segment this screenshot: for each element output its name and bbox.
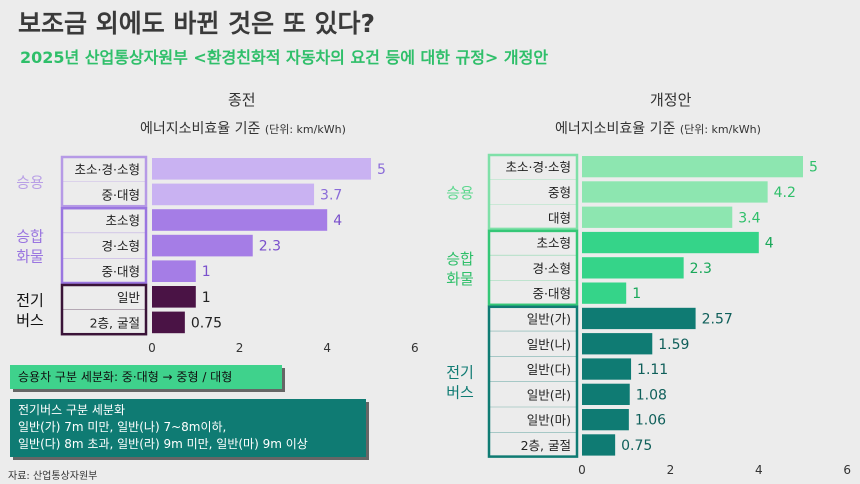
left-bar	[152, 311, 185, 334]
left-tick-label: 0	[148, 341, 156, 355]
right-category-label: 경·소형	[533, 261, 571, 276]
right-value-label: 1.06	[635, 413, 666, 429]
right-tick-label: 2	[667, 463, 675, 477]
right-bar	[582, 156, 803, 178]
right-panel-title: 개정안	[650, 91, 692, 109]
right-tick-label: 4	[755, 463, 763, 477]
bus-note-line2: 일반(다) 8m 초과, 일반(라) 9m 미만, 일반(마) 9m 이상	[18, 437, 308, 451]
right-value-label: 1	[632, 286, 641, 302]
passenger-note: 승용차 구분 세분화: 중·대형 → 중형 / 대형	[10, 365, 282, 389]
right-category-label: 일반(나)	[527, 337, 571, 352]
left-category-label: 중·대형	[102, 264, 140, 279]
left-bar	[152, 260, 196, 282]
bus-note-title: 전기버스 구분 세분화	[18, 403, 125, 417]
right-bar	[582, 434, 616, 456]
left-value-label: 1	[202, 290, 211, 306]
right-bar	[582, 307, 696, 330]
right-axis-unit: (단위: km/kWh)	[679, 123, 761, 136]
right-axis-title-text: 에너지소비효율 기준	[555, 121, 676, 137]
right-tick-label: 6	[843, 463, 851, 477]
right-group-label-1: 화물	[446, 270, 474, 288]
left-value-label: 5	[377, 162, 386, 178]
right-bar	[582, 231, 759, 254]
right-category-label: 중·대형	[533, 286, 571, 301]
page-subtitle: 2025년 산업통상자원부 <환경친화적 자동차의 요건 등에 대한 규정> 개…	[20, 48, 549, 67]
left-category-label: 일반	[117, 290, 141, 305]
left-bar	[152, 183, 315, 206]
right-category-label: 중형	[548, 185, 571, 200]
right-category-label: 일반(가)	[527, 311, 571, 326]
left-bar	[152, 158, 371, 180]
right-value-label: 2.3	[690, 261, 712, 277]
left-value-label: 2.3	[259, 239, 281, 255]
left-panel-title: 종전	[228, 91, 256, 109]
right-value-label: 2.57	[702, 311, 733, 327]
left-category-label: 초소·경·소형	[75, 162, 140, 177]
left-group-box-1	[60, 206, 148, 285]
right-category-label: 일반(다)	[527, 362, 571, 377]
left-group-label-0: 승용	[16, 174, 44, 192]
right-value-label: 3.4	[738, 210, 760, 226]
right-value-label: 1.59	[658, 337, 689, 353]
right-category-label: 2층, 굴절	[521, 438, 571, 453]
left-bar	[152, 286, 196, 308]
left-tick-label: 6	[411, 341, 419, 355]
right-tick-label: 0	[578, 463, 586, 477]
right-category-label: 초소형	[536, 236, 571, 251]
left-value-label: 1	[202, 264, 211, 280]
left-group-label-2: 전기	[16, 292, 44, 310]
left-category-label: 2층, 굴절	[90, 315, 140, 330]
right-value-label: 1.11	[637, 362, 668, 378]
bus-note-line1: 일반(가) 7m 미만, 일반(나) 7~8m이하,	[18, 420, 227, 434]
right-bar	[582, 282, 627, 304]
right-group-label-0: 승용	[446, 184, 474, 202]
left-value-label: 3.7	[320, 187, 342, 203]
left-value-label: 4	[333, 213, 342, 229]
left-category-label: 중·대형	[102, 187, 140, 202]
right-bar	[582, 409, 629, 431]
right-group-box-0	[487, 153, 579, 231]
left-tick-label: 2	[236, 341, 244, 355]
left-group-label-1: 화물	[16, 248, 44, 266]
right-category-label: 대형	[548, 210, 571, 225]
right-group-label-1: 승합	[446, 250, 474, 268]
right-group-box-1	[487, 229, 579, 307]
left-group-label-1: 승합	[16, 228, 44, 246]
right-bar	[582, 358, 632, 380]
right-value-label: 1.08	[636, 387, 667, 403]
right-bar	[582, 181, 768, 203]
right-bar	[582, 383, 630, 405]
right-category-label: 일반(라)	[527, 387, 571, 402]
right-value-label: 0.75	[621, 438, 652, 454]
left-category-label: 초소형	[105, 213, 140, 228]
right-value-label: 4	[765, 236, 774, 252]
left-bar	[152, 209, 328, 231]
left-tick-label: 4	[323, 341, 331, 355]
right-axis-title: 에너지소비효율 기준 (단위: km/kWh)	[555, 118, 761, 138]
left-axis-title: 에너지소비효율 기준 (단위: km/kWh)	[140, 118, 346, 138]
left-value-label: 0.75	[191, 315, 222, 331]
bus-note: 전기버스 구분 세분화 일반(가) 7m 미만, 일반(나) 7~8m이하, 일…	[10, 399, 366, 457]
right-category-label: 초소·경·소형	[506, 160, 571, 175]
left-category-label: 경·소형	[102, 239, 140, 254]
right-bar	[582, 257, 684, 279]
left-bar	[152, 234, 253, 257]
right-bar	[582, 333, 653, 355]
right-bar	[582, 206, 733, 228]
left-group-label-2: 버스	[16, 312, 44, 330]
left-axis-title-text: 에너지소비효율 기준	[140, 121, 261, 137]
page-title: 보조금 외에도 바뀐 것은 또 있다?	[18, 9, 376, 38]
right-category-label: 일반(마)	[527, 413, 571, 428]
source-note: 자료: 산업통상자원부	[8, 471, 98, 482]
right-group-label-2: 버스	[446, 384, 474, 402]
right-group-label-2: 전기	[446, 364, 474, 382]
right-value-label: 5	[809, 160, 818, 176]
right-value-label: 4.2	[774, 185, 796, 201]
left-axis-unit: (단위: km/kWh)	[264, 123, 346, 136]
